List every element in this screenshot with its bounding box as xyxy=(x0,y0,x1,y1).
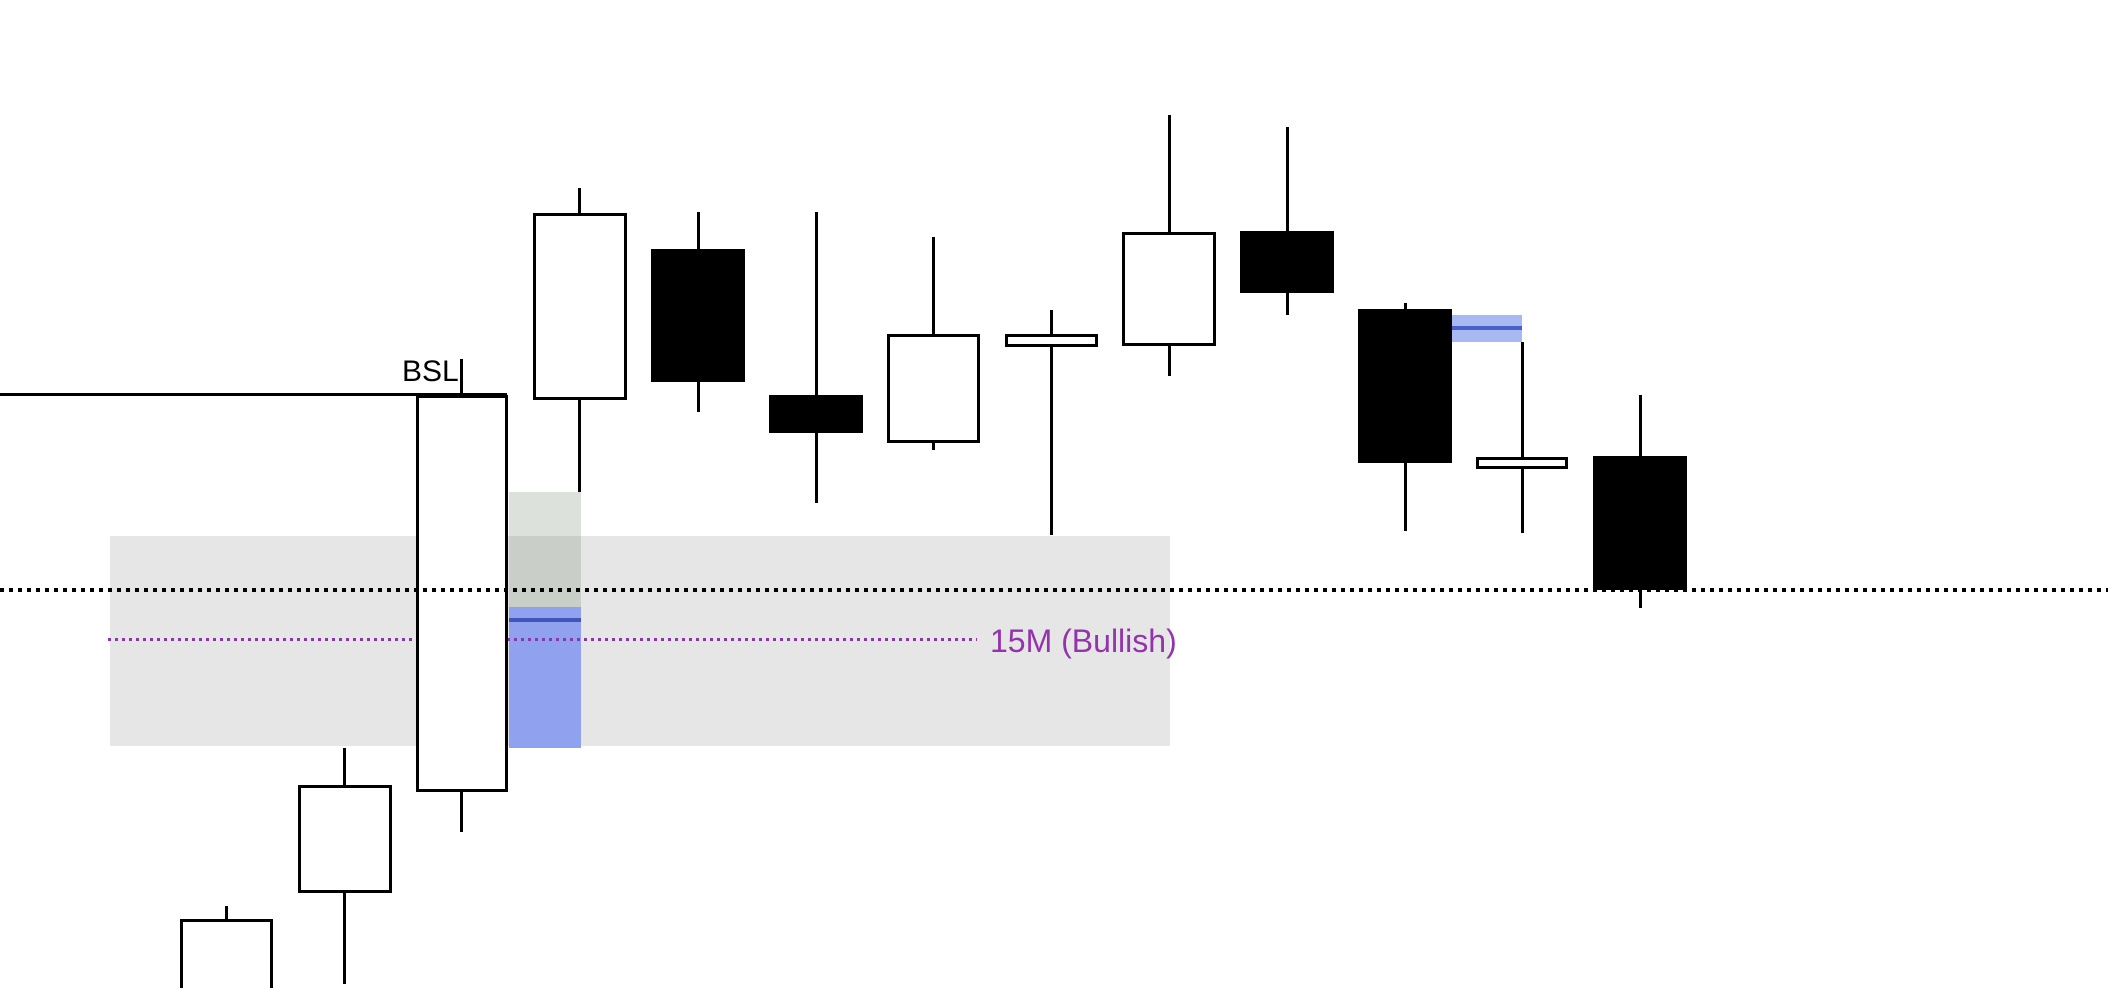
blue-imbalance-midline xyxy=(509,618,581,622)
equilibrium-dotted-line xyxy=(0,588,2108,592)
timeframe-bias-label: 15M (Bullish) xyxy=(990,623,1177,659)
candle-body-bullish xyxy=(1122,232,1216,346)
timeframe-bias-dotted-line xyxy=(108,638,977,641)
candle-body-bullish xyxy=(1005,334,1098,347)
candle-wick xyxy=(1049,310,1053,535)
blue-highlight-zone xyxy=(1452,315,1522,342)
candle-wick xyxy=(814,212,818,503)
candle-body-bearish xyxy=(1593,456,1687,590)
candle-wick xyxy=(1520,342,1524,533)
blue-highlight-midline xyxy=(1452,326,1522,330)
candle-body-bullish xyxy=(533,213,627,400)
candle-wick xyxy=(1285,127,1289,315)
candle-body-bearish xyxy=(1240,231,1334,293)
candle-body-bearish xyxy=(651,249,745,382)
candle-body-bearish xyxy=(1358,309,1452,463)
bsl-liquidity-line xyxy=(0,393,507,396)
candle-body-bullish xyxy=(1476,457,1568,469)
candle-body-bullish xyxy=(416,395,508,792)
bsl-label: BSL xyxy=(402,355,459,388)
candle-body-bullish xyxy=(887,334,980,443)
candle-body-bullish xyxy=(180,919,273,988)
gray-range-zone xyxy=(110,536,1170,746)
candle-body-bullish xyxy=(298,785,392,893)
blue-imbalance-zone xyxy=(509,607,581,748)
candle-body-bearish xyxy=(769,395,863,433)
